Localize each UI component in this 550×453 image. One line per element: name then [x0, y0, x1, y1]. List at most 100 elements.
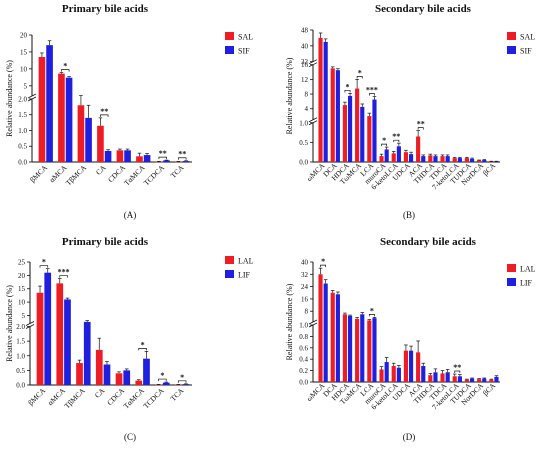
significance-bracket [39, 265, 49, 268]
significance-bracket [454, 370, 461, 374]
bar-b [360, 314, 365, 382]
bar-a [440, 156, 445, 162]
y-tick-label: 0.4 [299, 356, 308, 364]
x-tick-label: TαMCA [122, 386, 147, 411]
y-tick-label: 5 [22, 312, 26, 320]
bar-a [355, 88, 360, 162]
bar-a [477, 160, 482, 162]
y-tick-label: 0.8 [299, 333, 308, 341]
y-tick-label: 8 [305, 308, 309, 316]
significance-label: ** [100, 107, 108, 116]
bar-b [83, 321, 91, 385]
significance-label: * [141, 340, 145, 349]
bar-b [103, 364, 111, 385]
bar-b [348, 95, 353, 162]
legend-label: SAL [238, 33, 253, 42]
bar-a [155, 384, 162, 386]
bar-b [494, 376, 499, 382]
y-tick-label: 16 [301, 295, 309, 303]
legend-swatch [507, 32, 516, 40]
bar-a [489, 161, 494, 163]
bar-a [379, 369, 384, 382]
significance-label: ** [392, 132, 400, 141]
bar-a [38, 57, 46, 162]
significance-label: *** [366, 86, 378, 95]
bar-b [372, 99, 377, 162]
y-tick-label: 32 [301, 271, 309, 279]
bar-a [56, 283, 64, 385]
chart-panel-2: Secondary bile acids Relative abundance (… [285, 3, 535, 220]
bar-b [335, 70, 340, 162]
x-tick-label: βMCA [28, 163, 50, 185]
panel-label: (C) [124, 432, 136, 442]
y-tick-label: 20 [20, 32, 28, 40]
legend-swatch [507, 46, 516, 54]
bar-a [115, 373, 123, 385]
bar-b [182, 384, 190, 385]
bar-a [36, 292, 44, 385]
bar-a [318, 274, 323, 382]
legend-swatch [507, 264, 516, 272]
bar-a [477, 379, 482, 382]
bar-a [464, 158, 469, 162]
significance-label: * [358, 68, 362, 77]
x-tick-label: TCDCA [141, 386, 166, 411]
bar-b [409, 154, 414, 162]
bar-a [440, 373, 445, 382]
legend-swatch [225, 32, 234, 40]
significance-bracket [393, 139, 400, 143]
significance-bracket [178, 157, 187, 160]
y-tick-label: 0.0 [299, 159, 308, 167]
significance-bracket [320, 264, 327, 268]
legend-swatch [225, 270, 234, 278]
significance-bracket [158, 378, 167, 382]
legend-label: LIF [520, 279, 533, 288]
significance-label: * [63, 62, 67, 71]
y-tick-label: 32 [301, 58, 309, 66]
bar-a [416, 136, 421, 162]
bar-b [143, 358, 150, 385]
significance-label: * [370, 306, 374, 315]
significance-bracket [61, 69, 70, 72]
axis-break-mark [27, 96, 37, 102]
significance-label: ** [178, 150, 186, 159]
bar-a [416, 352, 421, 382]
y-tick-label: 20 [18, 272, 26, 280]
bar-b [143, 155, 151, 162]
legend-swatch [225, 256, 234, 264]
bar-a [367, 116, 372, 162]
bar-b [384, 149, 389, 162]
chart-title: Secondary bile acids [380, 236, 477, 248]
chart-panel-4: Secondary bile acids Relative abundance (… [285, 236, 536, 442]
y-tick-label: 40 [301, 42, 309, 50]
bar-a [428, 375, 433, 382]
bar-b [396, 146, 401, 162]
x-tick-label: CA [94, 163, 108, 177]
x-tick-label: TβMCA [62, 386, 87, 411]
bar-a [116, 150, 124, 162]
chart-title: Primary bile acids [62, 236, 149, 248]
bar-a [342, 314, 347, 382]
y-tick-label: 0.5 [299, 139, 308, 147]
bar-b [421, 366, 426, 382]
legend-label: LAL [520, 265, 536, 274]
axis-break-mark [308, 62, 318, 68]
bar-a [318, 37, 323, 162]
legend-swatch [507, 278, 516, 286]
bar-b [323, 41, 328, 162]
y-tick-label: 1.0 [299, 322, 308, 330]
y-axis-label: Relative abundance (%) [285, 57, 294, 134]
bar-b [494, 161, 499, 163]
y-tick-label: 8 [305, 91, 309, 99]
significance-label: * [321, 257, 325, 266]
panel-label: (A) [124, 210, 137, 220]
bar-b [46, 45, 53, 162]
y-tick-label: 12 [301, 76, 309, 84]
bar-a [452, 158, 457, 162]
x-tick-label: CA [93, 386, 107, 400]
bar-b [163, 160, 170, 162]
y-tick-label: 0.0 [16, 382, 25, 390]
bar-b [104, 150, 112, 162]
y-tick-label: 10 [18, 299, 26, 307]
